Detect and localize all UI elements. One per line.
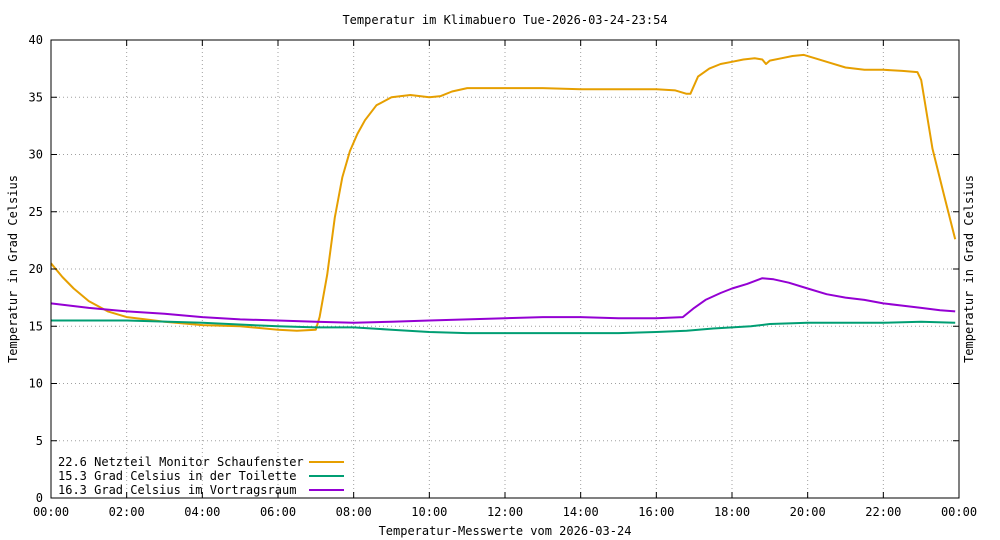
legend-entry-label: 15.3 Grad Celsius in der Toilette: [58, 469, 296, 483]
x-tick-label: 10:00: [411, 505, 447, 519]
y-tick-label: 20: [29, 262, 43, 276]
y-tick-label: 5: [36, 434, 43, 448]
x-tick-label: 22:00: [865, 505, 901, 519]
chart-title: Temperatur im Klimabuero Tue-2026-03-24-…: [342, 13, 667, 27]
series-line-1: [50, 53, 957, 332]
y-tick-label: 30: [29, 148, 43, 162]
x-axis-label: Temperatur-Messwerte vom 2026-03-24: [379, 524, 632, 538]
legend-entry-label: 16.3 Grad Celsius im Vortragsraum: [58, 483, 296, 497]
plot-series: [50, 53, 957, 335]
legend-entry-label: 22.6 Netzteil Monitor Schaufenster: [58, 455, 304, 469]
y-tick-label: 35: [29, 90, 43, 104]
x-tick-label: 20:00: [790, 505, 826, 519]
x-tick-label: 18:00: [714, 505, 750, 519]
x-tick-label: 14:00: [563, 505, 599, 519]
y-axis-label-left: Temperatur in Grad Celsius: [6, 175, 20, 363]
y-tick-label: 25: [29, 205, 43, 219]
x-tick-label: 04:00: [184, 505, 220, 519]
x-tick-label: 06:00: [260, 505, 296, 519]
y-axis-label-right: Temperatur in Grad Celsius: [962, 175, 976, 363]
x-tick-label: 12:00: [487, 505, 523, 519]
x-tick-label: 00:00: [33, 505, 69, 519]
y-tick-label: 0: [36, 491, 43, 505]
x-tick-label: 16:00: [638, 505, 674, 519]
x-tick-label: 08:00: [336, 505, 372, 519]
y-tick-label: 15: [29, 319, 43, 333]
y-tick-label: 40: [29, 33, 43, 47]
y-tick-label: 10: [29, 377, 43, 391]
axis-ticks: 0 5 10 15 20 25 30 35 40 00:00 02:00 04:00 06:00 08:0…: [29, 33, 978, 519]
x-tick-label: 02:00: [109, 505, 145, 519]
series-line-3: [50, 277, 956, 324]
series-line-2: [51, 319, 956, 335]
grid: [51, 40, 959, 498]
x-tick-label: 00:00: [941, 505, 977, 519]
